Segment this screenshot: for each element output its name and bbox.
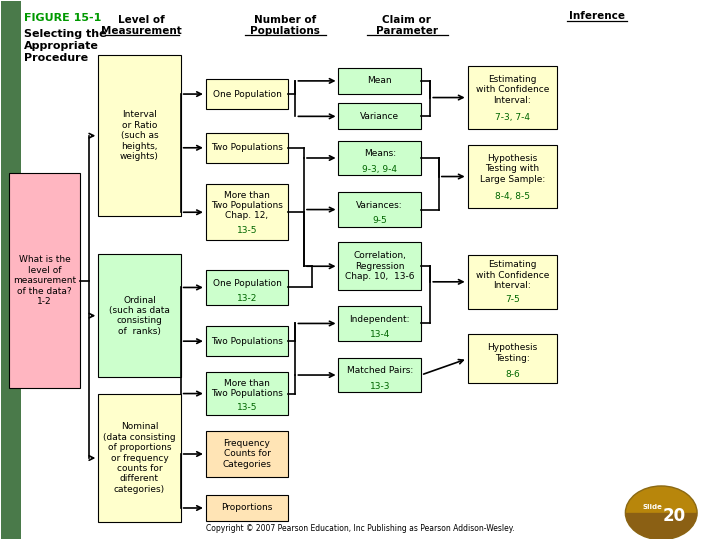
Text: 13-5: 13-5 (237, 226, 257, 235)
Text: Two Populations: Two Populations (211, 336, 283, 346)
Text: Nominal
(data consisting
of proportions
or frequency
counts for
different
catego: Nominal (data consisting of proportions … (103, 422, 176, 494)
FancyBboxPatch shape (206, 79, 288, 109)
FancyBboxPatch shape (467, 66, 557, 129)
FancyBboxPatch shape (467, 255, 557, 309)
Text: 8-6: 8-6 (505, 369, 520, 379)
Text: 7-5: 7-5 (505, 294, 520, 303)
Text: Means:: Means: (364, 149, 396, 158)
FancyBboxPatch shape (98, 394, 181, 523)
FancyBboxPatch shape (9, 173, 81, 388)
Text: Claim or
Parameter: Claim or Parameter (376, 15, 438, 36)
Text: Correlation,
Regression
Chap. 10,  13-6: Correlation, Regression Chap. 10, 13-6 (345, 251, 415, 281)
Text: 13-5: 13-5 (237, 403, 257, 412)
Text: 13-3: 13-3 (369, 382, 390, 391)
FancyBboxPatch shape (206, 133, 288, 163)
Text: Slide: Slide (643, 504, 662, 510)
FancyBboxPatch shape (338, 357, 421, 393)
FancyBboxPatch shape (206, 326, 288, 356)
Text: Variance: Variance (360, 112, 400, 121)
FancyBboxPatch shape (98, 254, 181, 377)
FancyBboxPatch shape (338, 192, 421, 227)
FancyBboxPatch shape (206, 495, 288, 522)
Text: Hypothesis
Testing with
Large Sample:: Hypothesis Testing with Large Sample: (480, 154, 545, 184)
FancyBboxPatch shape (338, 104, 421, 129)
Text: 20: 20 (662, 507, 685, 524)
Text: 7-3, 7-4: 7-3, 7-4 (495, 113, 530, 123)
Text: More than
Two Populations
Chap. 12,: More than Two Populations Chap. 12, (211, 191, 283, 220)
Text: Selecting the
Appropriate
Procedure: Selecting the Appropriate Procedure (24, 29, 107, 63)
Text: Variances:: Variances: (356, 201, 403, 210)
Text: One Population: One Population (212, 279, 282, 288)
Text: More than
Two Populations: More than Two Populations (211, 379, 283, 398)
Text: One Population: One Population (212, 90, 282, 99)
Text: 13-2: 13-2 (237, 294, 257, 303)
Text: What is the
level of
measurement
of the data?
1-2: What is the level of measurement of the … (13, 255, 76, 306)
Text: Mean: Mean (367, 76, 392, 85)
FancyBboxPatch shape (338, 306, 421, 341)
Text: Hypothesis
Testing:: Hypothesis Testing: (487, 343, 538, 362)
FancyBboxPatch shape (467, 334, 557, 383)
Text: 13-4: 13-4 (369, 330, 390, 339)
FancyBboxPatch shape (206, 270, 288, 305)
Text: Inference: Inference (569, 11, 625, 21)
Text: Matched Pairs:: Matched Pairs: (346, 366, 413, 375)
FancyBboxPatch shape (98, 55, 181, 217)
FancyBboxPatch shape (338, 140, 421, 176)
Text: 9-5: 9-5 (372, 216, 387, 225)
FancyBboxPatch shape (1, 2, 22, 538)
Text: Estimating
with Confidence
Interval:: Estimating with Confidence Interval: (476, 75, 549, 105)
Text: Ordinal
(such as data
consisting
of  ranks): Ordinal (such as data consisting of rank… (109, 295, 170, 336)
Text: Interval
or Ratio
(such as
heights,
weights): Interval or Ratio (such as heights, weig… (120, 110, 159, 161)
Text: Number of
Populations: Number of Populations (250, 15, 320, 36)
Text: Two Populations: Two Populations (211, 143, 283, 152)
Wedge shape (626, 513, 697, 539)
Text: Frequency
Counts for
Categories: Frequency Counts for Categories (222, 439, 271, 469)
FancyBboxPatch shape (206, 184, 288, 240)
FancyBboxPatch shape (338, 242, 421, 291)
FancyBboxPatch shape (338, 68, 421, 94)
Text: Proportions: Proportions (221, 503, 273, 512)
Circle shape (626, 486, 697, 539)
Text: FIGURE 15-1: FIGURE 15-1 (24, 13, 102, 23)
Text: Independent:: Independent: (349, 315, 410, 324)
Text: Copyright © 2007 Pearson Education, Inc Publishing as Pearson Addison-Wesley.: Copyright © 2007 Pearson Education, Inc … (206, 524, 514, 534)
FancyBboxPatch shape (206, 372, 288, 415)
Text: Estimating
with Confidence
Interval:: Estimating with Confidence Interval: (476, 260, 549, 291)
Text: 9-3, 9-4: 9-3, 9-4 (362, 165, 397, 174)
Text: Level of
Measurement: Level of Measurement (101, 15, 181, 36)
FancyBboxPatch shape (467, 145, 557, 208)
Text: 8-4, 8-5: 8-4, 8-5 (495, 192, 530, 201)
FancyBboxPatch shape (206, 431, 288, 477)
